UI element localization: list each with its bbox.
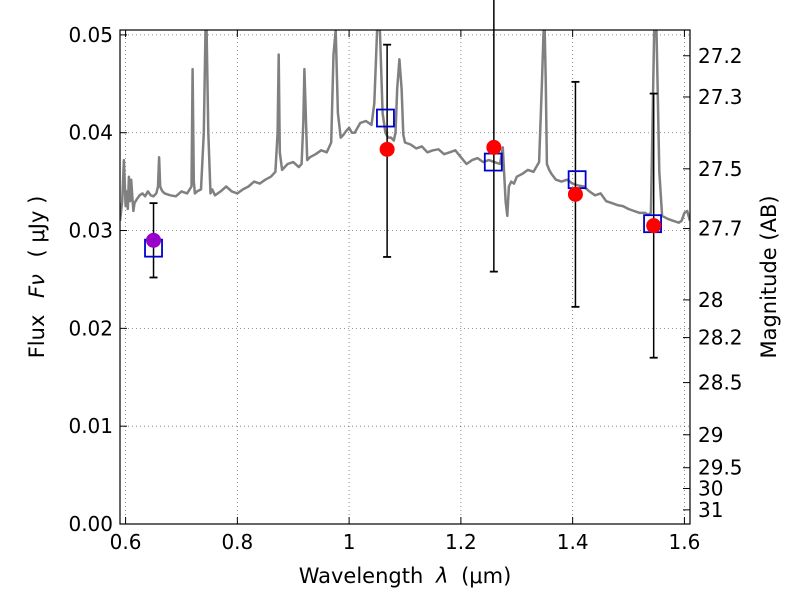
- mag-tick-label-1: 27.3: [698, 85, 743, 109]
- y-tick-label-0: 0.00: [68, 512, 113, 536]
- mag-tick-label-10: 31: [698, 498, 723, 522]
- y-tick-label-4: 0.04: [68, 121, 113, 145]
- x-tick-label-4: 1.4: [557, 530, 589, 554]
- y-tick-label-5: 0.05: [68, 23, 113, 47]
- observed-point-2: [486, 139, 502, 155]
- mag-tick-label-3: 27.7: [698, 217, 743, 241]
- x-axis-ticks: 0.6 0.8 1 1.2 1.4 1.6: [110, 30, 701, 554]
- mag-tick-label-0: 27.2: [698, 44, 743, 68]
- mag-tick-label-5: 28.2: [698, 326, 743, 350]
- x-tick-label-3: 1.2: [445, 530, 477, 554]
- observed-point-0: [146, 232, 162, 248]
- x-tick-label-5: 1.6: [669, 530, 701, 554]
- observed-points: [146, 139, 662, 248]
- y-tick-label-1: 0.01: [68, 414, 113, 438]
- x-tick-label-1: 0.8: [221, 530, 253, 554]
- mag-tick-label-8: 29.5: [698, 456, 743, 480]
- observed-point-1: [379, 141, 395, 157]
- observed-point-3: [567, 186, 583, 202]
- mag-tick-label-7: 29: [698, 423, 723, 447]
- mag-tick-label-2: 27.5: [698, 157, 743, 181]
- y-axis-ticks: 0.00 0.01 0.02 0.03 0.04 0.05: [68, 23, 127, 536]
- mag-tick-label-4: 28: [698, 288, 723, 312]
- model-point-1: [376, 108, 395, 128]
- mag-tick-label-6: 28.5: [698, 371, 743, 395]
- y-tick-label-2: 0.02: [68, 316, 113, 340]
- y-axis-title: Flux Fν ( μJy ): [25, 196, 49, 359]
- mag-tick-label-9: 30: [698, 476, 723, 500]
- x-axis-title: Wavelength λ (μm): [299, 564, 512, 588]
- spectrum-series: [120, 30, 690, 224]
- x-tick-label-0: 0.6: [110, 530, 142, 554]
- x-tick-label-2: 1: [343, 530, 356, 554]
- y-tick-label-3: 0.03: [68, 219, 113, 243]
- spectrum-line: [120, 30, 690, 224]
- observed-point-4: [646, 218, 662, 234]
- plot-frame: [119, 29, 691, 525]
- error-bars: [149, 0, 658, 359]
- magnitude-axis-title: Magnitude (AB): [757, 195, 781, 358]
